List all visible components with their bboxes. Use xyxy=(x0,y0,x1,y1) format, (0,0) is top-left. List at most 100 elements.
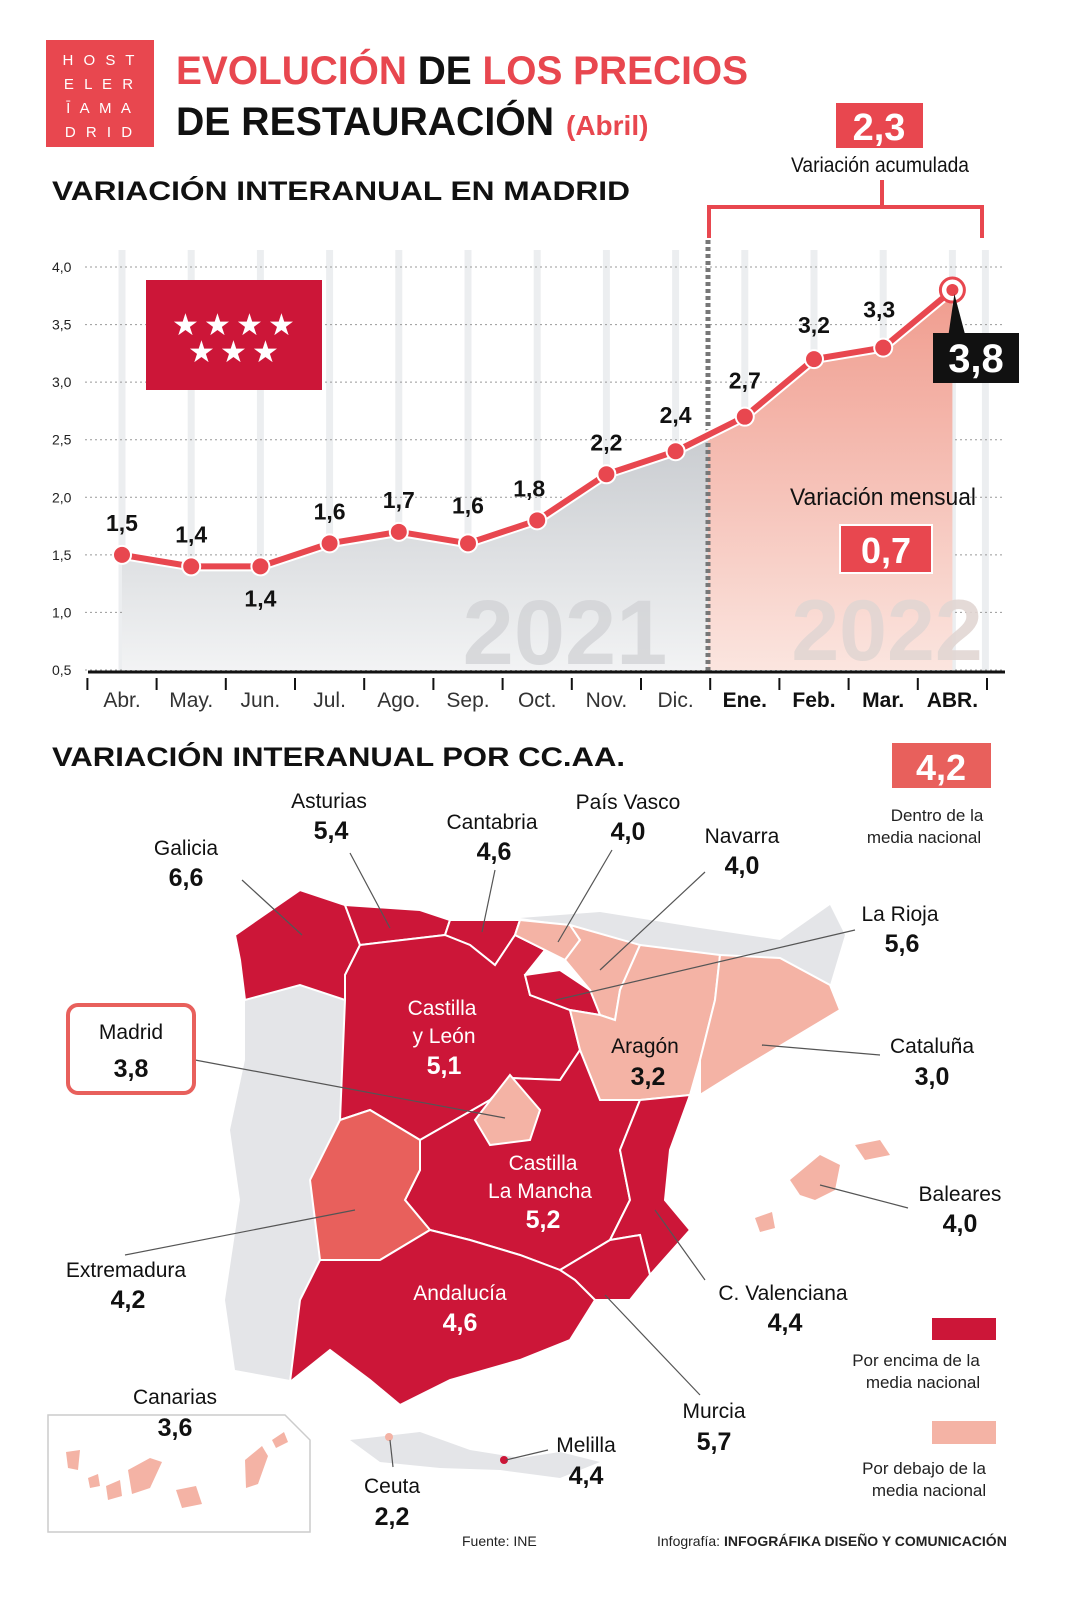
page-title: EVOLUCIÓN DE LOS PRECIOS xyxy=(176,47,748,93)
title-part: DE xyxy=(418,49,472,93)
data-point xyxy=(596,464,617,485)
callout-pointer xyxy=(948,294,966,338)
logo-line: H O S T xyxy=(63,52,138,69)
x-tick-label: Jul. xyxy=(313,689,346,712)
area-2022 xyxy=(708,290,953,670)
region-name: Aragón xyxy=(611,1035,679,1058)
legend-swatch-above xyxy=(932,1318,996,1340)
region-name: País Vasco xyxy=(576,791,681,814)
svg-text:★: ★ xyxy=(204,309,231,342)
data-label: 1,8 xyxy=(513,475,545,501)
region-galicia[interactable] xyxy=(233,888,362,1002)
monthly-variation: Variación mensual 0,7 xyxy=(790,484,976,574)
svg-text:★: ★ xyxy=(252,336,279,369)
data-point xyxy=(873,337,894,358)
legend-swatch-below xyxy=(932,1421,996,1444)
region-ceuta[interactable] xyxy=(385,1433,393,1441)
region-name: Navarra xyxy=(705,825,780,848)
region-name: Canarias xyxy=(133,1386,217,1409)
area-2021 xyxy=(122,435,708,670)
data-point xyxy=(527,510,548,531)
region-value: 4,4 xyxy=(768,1309,803,1337)
madrid-flag-icon: ★ ★ ★ ★ ★ ★ ★ xyxy=(146,280,322,390)
year-watermark: 2021 xyxy=(463,582,668,684)
region-value: 3,0 xyxy=(915,1063,950,1091)
x-tick-label: Nov. xyxy=(586,689,628,712)
region-name: Castilla xyxy=(509,1152,578,1175)
region-name: Melilla xyxy=(556,1434,616,1457)
region-value: 3,6 xyxy=(158,1414,193,1442)
region-melilla[interactable] xyxy=(500,1456,508,1464)
region-value: 5,2 xyxy=(526,1206,561,1234)
leader-lines xyxy=(124,849,909,1468)
legend-label: Por encima de la xyxy=(852,1351,980,1370)
region-value: 5,4 xyxy=(314,817,349,845)
accumulated-variation: 2,3 Variación acumulada xyxy=(707,103,984,238)
region-baleares[interactable] xyxy=(755,1140,890,1232)
data-point xyxy=(112,544,132,565)
region-value: 5,7 xyxy=(697,1428,732,1456)
region-name: Baleares xyxy=(919,1183,1002,1206)
x-tick-label: Dic. xyxy=(658,689,694,712)
region-value: 5,6 xyxy=(885,930,920,958)
map-legend: Por encima de la media nacional Por deba… xyxy=(852,1318,996,1500)
data-point xyxy=(946,284,959,297)
data-point xyxy=(181,556,202,577)
region-name: y León xyxy=(412,1025,475,1048)
data-label: 3,8 xyxy=(948,337,1004,381)
svg-text:★: ★ xyxy=(172,309,199,342)
page-title-line2: DE RESTAURACIÓN xyxy=(176,98,554,144)
y-tick-label: 2,0 xyxy=(52,489,72,505)
region-madrid[interactable] xyxy=(473,1073,542,1147)
region-name: Cataluña xyxy=(890,1035,974,1058)
region-value: 5,1 xyxy=(427,1052,462,1080)
x-tick-label: Jun. xyxy=(241,689,281,712)
national-label: media nacional xyxy=(867,828,981,847)
x-tick-label: Oct. xyxy=(518,689,557,712)
region-name: Madrid xyxy=(99,1021,163,1044)
data-point xyxy=(319,533,340,554)
region-name: La Mancha xyxy=(488,1180,592,1203)
x-tick-label: ABR. xyxy=(927,689,978,712)
region-canarias[interactable] xyxy=(66,1432,288,1508)
x-tick-label: Ene. xyxy=(723,689,767,712)
source: Fuente: INE xyxy=(462,1533,537,1549)
svg-text:★: ★ xyxy=(220,336,247,369)
y-tick-label: 3,0 xyxy=(52,374,72,390)
legend-label: Por debajo de la xyxy=(862,1459,986,1478)
region-name: Ceuta xyxy=(364,1475,420,1498)
year-watermark: 2022 xyxy=(791,583,982,679)
data-label: 1,7 xyxy=(383,487,415,513)
title-part: LOS PRECIOS xyxy=(483,49,748,93)
national-label: Dentro de la xyxy=(891,806,984,825)
canarias-inset xyxy=(47,1414,311,1533)
y-tick-label: 0,5 xyxy=(52,662,72,678)
national-value: 4,2 xyxy=(916,747,966,788)
data-label: 1,4 xyxy=(175,521,207,547)
y-tick-label: 1,0 xyxy=(52,604,72,620)
region-cataluna[interactable] xyxy=(699,953,842,1097)
monthly-value: 0,7 xyxy=(861,530,911,571)
region-name: Murcia xyxy=(682,1400,745,1423)
portugal xyxy=(225,985,345,1380)
y-tick-label: 3,5 xyxy=(52,317,72,333)
region-name: Extremadura xyxy=(66,1259,187,1282)
region-extremadura[interactable] xyxy=(308,1108,432,1261)
data-label: 2,4 xyxy=(660,402,692,428)
region-andalucia[interactable] xyxy=(288,1228,597,1407)
data-label: 1,6 xyxy=(452,492,484,518)
region-name: Castilla xyxy=(408,997,477,1020)
data-label: 2,7 xyxy=(729,368,761,394)
x-tick-label: Feb. xyxy=(792,689,835,712)
legend-label: media nacional xyxy=(872,1481,986,1500)
credit-label: Infografía: xyxy=(657,1533,720,1549)
region-value: 4,2 xyxy=(111,1286,146,1314)
north-africa xyxy=(350,1432,600,1478)
logo: H O S T E L E R Ī A M A D R I D xyxy=(46,40,154,147)
title-month: (Abril) xyxy=(566,110,648,141)
region-value: 4,0 xyxy=(725,852,760,880)
region-labels: Galicia 6,6 Asturias 5,4 Cantabria 4,6 P… xyxy=(66,790,1002,1531)
region-value: 3,2 xyxy=(631,1063,666,1091)
svg-text:★: ★ xyxy=(188,336,215,369)
